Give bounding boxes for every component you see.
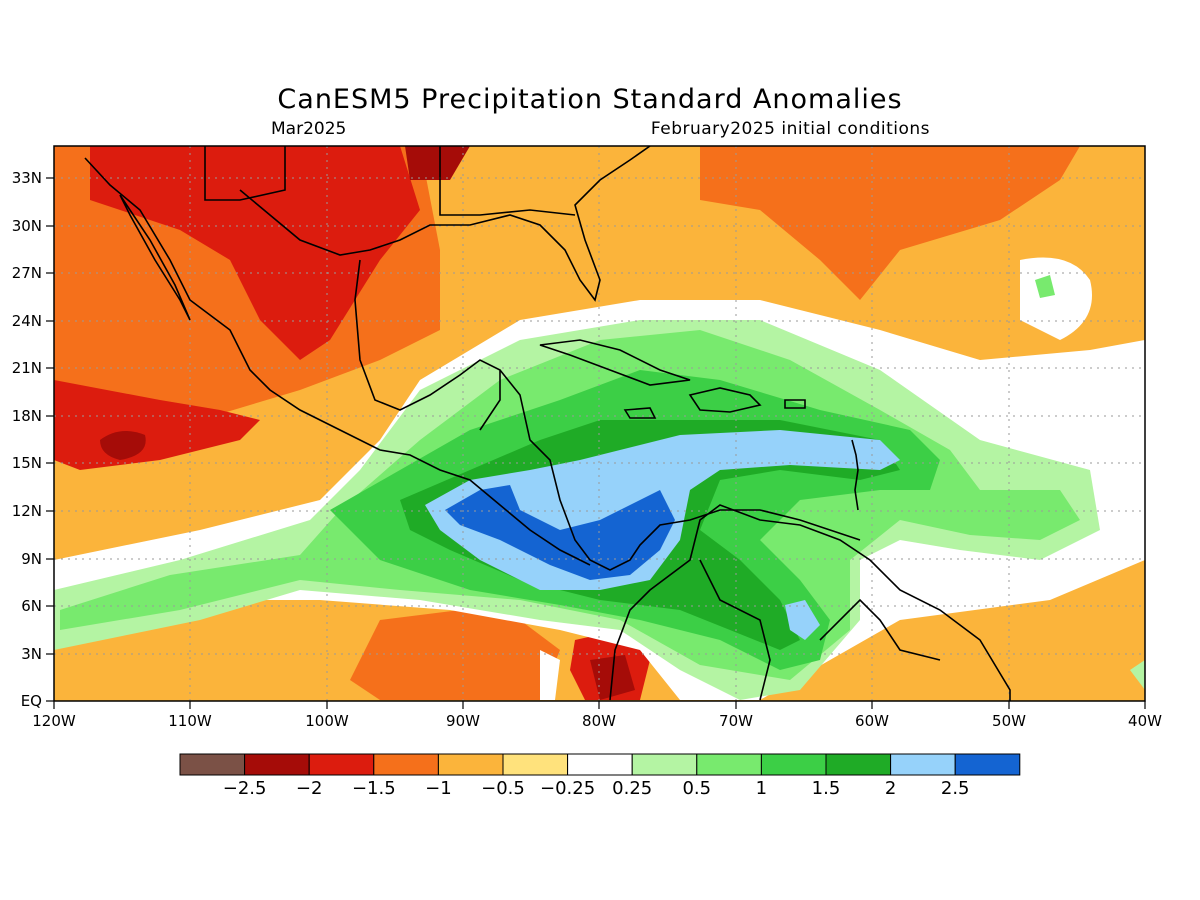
colorbar-label: 0.25 (612, 778, 652, 799)
colorbar-swatch (244, 753, 310, 776)
colorbar-label: 2 (885, 778, 896, 799)
colorbar-swatch (437, 753, 504, 776)
coastlines (84, 146, 1011, 701)
lon-label: 80W (582, 712, 616, 730)
colorbar-label: −0.25 (540, 778, 595, 799)
colorbar: −2.5 −2 −1.5 −1 −0.5 −0.25 0.25 0.5 1 1.5 2 2.5 (179, 753, 1021, 799)
lon-label: 90W (446, 712, 480, 730)
colorbar-swatch (308, 753, 375, 776)
lat-label: EQ (21, 692, 42, 710)
valid-month-label: Mar2025 (271, 119, 347, 139)
colorbar-label: −0.5 (481, 778, 525, 799)
lat-label: 3N (21, 645, 42, 663)
init-conditions-label: February2025 initial conditions (650, 119, 930, 139)
colorbar-label: −2.5 (223, 778, 267, 799)
lon-label: 110W (168, 712, 212, 730)
lat-label: 24N (12, 312, 42, 330)
longitude-labels: 120W 110W 100W 90W 80W 70W 60W 50W 40W (32, 712, 1162, 730)
lat-label: 33N (12, 169, 42, 187)
lat-label: 6N (21, 597, 42, 615)
colorbar-swatch (373, 753, 439, 776)
colorbar-swatch (760, 753, 827, 776)
lat-label: 12N (12, 502, 42, 520)
latitude-labels: EQ 3N 6N 9N 12N 15N 18N 21N 24N 27N 30N … (12, 169, 42, 710)
lat-label: 27N (12, 264, 42, 282)
anomaly-field (54, 146, 1145, 701)
lat-label: 15N (12, 454, 42, 472)
lon-label: 60W (855, 712, 889, 730)
colorbar-swatch (696, 753, 762, 776)
colorbar-label: 1.5 (812, 778, 841, 799)
lat-label: 30N (12, 217, 42, 235)
colorbar-label: −1 (425, 778, 452, 799)
lon-label: 70W (719, 712, 753, 730)
lat-label: 21N (12, 359, 42, 377)
colorbar-label: −1.5 (352, 778, 396, 799)
colorbar-label: 1 (756, 778, 767, 799)
colorbar-swatch (567, 753, 633, 776)
colorbar-swatch (179, 753, 246, 776)
colorbar-swatch (890, 753, 956, 776)
axis-ticks (46, 177, 1146, 709)
colorbar-swatch (631, 753, 698, 776)
colorbar-swatch (954, 753, 1021, 776)
colorbar-swatch (825, 753, 892, 776)
lat-label: 18N (12, 407, 42, 425)
map-title: CanESM5 Precipitation Standard Anomalies (277, 84, 903, 115)
colorbar-swatch (502, 753, 569, 776)
lon-label: 40W (1128, 712, 1162, 730)
colorbar-label: −2 (296, 778, 323, 799)
lon-label: 50W (992, 712, 1026, 730)
lon-label: 120W (32, 712, 76, 730)
lat-label: 9N (21, 550, 42, 568)
colorbar-label: 0.5 (682, 778, 711, 799)
lon-label: 100W (305, 712, 349, 730)
colorbar-label: 2.5 (941, 778, 970, 799)
